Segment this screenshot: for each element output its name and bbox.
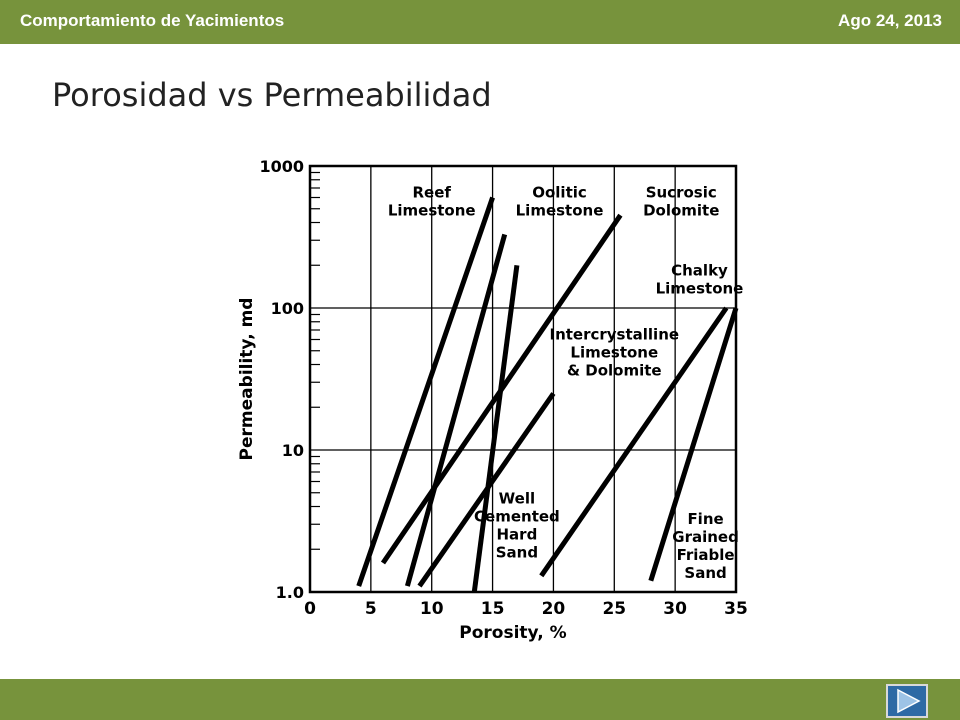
y-tick-label: 10 bbox=[282, 441, 304, 460]
annotation-label: Well bbox=[499, 489, 535, 507]
series-line bbox=[417, 392, 556, 588]
series-line bbox=[404, 233, 508, 587]
next-slide-button[interactable] bbox=[886, 684, 928, 718]
x-axis-label: Porosity, % bbox=[459, 623, 566, 643]
annotation-label: Reef bbox=[412, 184, 451, 202]
y-tick-label: 100 bbox=[271, 299, 304, 318]
y-tick-label: 1.0 bbox=[276, 583, 304, 602]
x-tick-label: 0 bbox=[304, 599, 316, 619]
annotation-label: Friable bbox=[677, 546, 735, 564]
x-tick-label: 25 bbox=[602, 599, 626, 619]
play-right-icon bbox=[897, 688, 921, 714]
series-line bbox=[356, 196, 495, 587]
course-title: Comportamiento de Yacimientos bbox=[20, 11, 285, 30]
x-tick-label: 5 bbox=[365, 599, 377, 619]
annotation-label: Chalky bbox=[671, 261, 728, 279]
x-tick-label: 15 bbox=[481, 599, 505, 619]
series-line bbox=[648, 307, 739, 582]
annotation-label: Limestone bbox=[388, 202, 476, 220]
annotation-label: Oolitic bbox=[532, 184, 587, 202]
series-line bbox=[539, 306, 729, 578]
footer-bar bbox=[0, 679, 960, 720]
y-tick-label: 1000 bbox=[259, 157, 304, 176]
annotation-label: Sand bbox=[496, 543, 538, 561]
plot-frame bbox=[308, 164, 738, 594]
annotation-label: Fine bbox=[687, 510, 723, 528]
y-axis-label: Permeability, md bbox=[237, 298, 257, 461]
annotation-label: Sucrosic bbox=[646, 184, 717, 202]
annotation-label: Limestone bbox=[570, 344, 658, 362]
slide-date: Ago 24, 2013 bbox=[838, 11, 942, 30]
annotation-label: Limestone bbox=[516, 202, 604, 220]
annotation-label: Sand bbox=[684, 564, 726, 582]
annotation-label: Grained bbox=[672, 528, 739, 546]
series-line bbox=[471, 264, 520, 593]
slide-title: Porosidad vs Permeabilidad bbox=[52, 76, 492, 114]
x-tick-label: 10 bbox=[420, 599, 444, 619]
porosity-permeability-chart: 0 5 10 15 20 25 30 35 1.0 10 100 1000 Porosity, % Per… bbox=[228, 148, 758, 643]
x-tick-label: 20 bbox=[542, 599, 566, 619]
annotation-label: Hard bbox=[497, 525, 538, 543]
series-line bbox=[380, 213, 623, 565]
annotation-label: Limestone bbox=[656, 279, 744, 297]
x-tick-label: 30 bbox=[663, 599, 687, 619]
annotation-label: & Dolomite bbox=[567, 362, 662, 380]
header-bar: Comportamiento de Yacimientos Ago 24, 20… bbox=[0, 0, 960, 44]
annotation-label: Dolomite bbox=[643, 202, 719, 220]
annotation-label: Cemented bbox=[474, 507, 560, 525]
x-tick-label: 35 bbox=[724, 599, 748, 619]
annotation-label: Intercrystalline bbox=[549, 326, 679, 344]
